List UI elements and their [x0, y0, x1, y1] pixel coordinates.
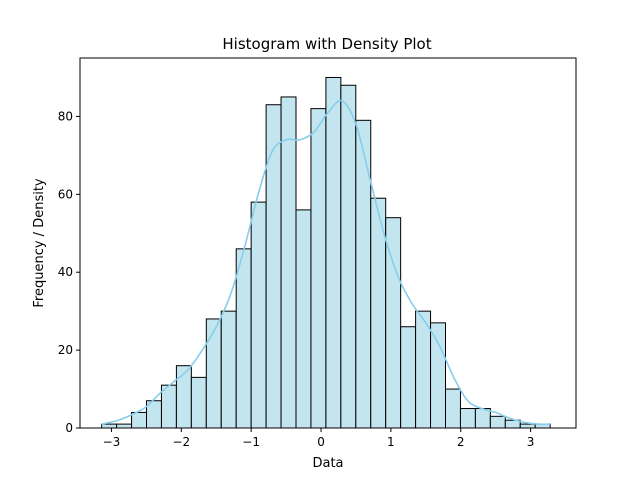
histogram-bar: [459, 408, 476, 429]
histogram-bar: [116, 423, 133, 429]
y-axis-label: Frequency / Density: [32, 178, 47, 308]
histogram-bar: [445, 388, 461, 429]
y-tick-label: 80: [58, 109, 73, 123]
density-curve: [101, 99, 551, 426]
histogram-bar: [220, 310, 237, 429]
histogram-bar: [205, 318, 222, 429]
x-tick-label: 1: [387, 435, 395, 449]
plot-frame: [79, 57, 577, 429]
histogram-bar: [355, 119, 372, 429]
histogram-bar: [295, 209, 312, 429]
histogram-bar: [519, 423, 536, 429]
histogram-bar: [280, 96, 297, 429]
histogram-bar: [415, 310, 432, 429]
y-axis: 0 20 40 60 80: [58, 109, 80, 435]
histogram-bar: [250, 201, 267, 429]
histogram-bar: [265, 104, 282, 429]
histogram-bar: [190, 376, 207, 429]
histogram-bar: [400, 326, 417, 429]
histogram-bar: [175, 365, 192, 429]
histogram-bar: [235, 248, 252, 429]
histogram-bar: [160, 384, 177, 429]
x-axis: −3 −2 −1 0 1 2 3: [103, 428, 535, 449]
plot-area: [101, 76, 551, 429]
chart-title: Histogram with Density Plot: [222, 35, 431, 53]
histogram-bar: [131, 411, 148, 429]
y-tick-label: 0: [65, 421, 73, 435]
x-axis-label: Data: [312, 456, 343, 471]
y-tick-label: 40: [58, 265, 73, 279]
x-tick-label: −1: [242, 435, 260, 449]
x-tick-label: 3: [527, 435, 535, 449]
x-tick-label: −2: [172, 435, 190, 449]
histogram-bar: [489, 415, 506, 429]
histogram-bar: [101, 423, 118, 429]
histogram-bar: [310, 108, 327, 429]
histogram-bar: [340, 84, 357, 429]
histogram-bar: [325, 76, 342, 429]
y-tick-label: 20: [58, 343, 73, 357]
y-tick-label: 60: [58, 187, 73, 201]
x-tick-label: −3: [103, 435, 121, 449]
x-tick-label: 0: [317, 435, 325, 449]
histogram-bar: [474, 408, 491, 429]
histogram-bar: [430, 322, 447, 429]
x-tick-label: 2: [457, 435, 465, 449]
